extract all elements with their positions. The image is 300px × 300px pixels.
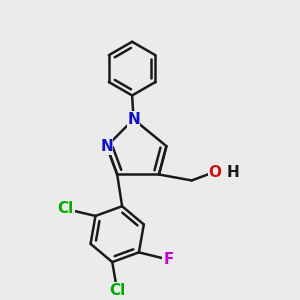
- Text: F: F: [163, 252, 174, 267]
- Text: N: N: [127, 112, 140, 127]
- Text: Cl: Cl: [109, 283, 125, 298]
- Text: N: N: [100, 139, 113, 154]
- FancyBboxPatch shape: [127, 110, 140, 128]
- FancyBboxPatch shape: [107, 282, 128, 300]
- FancyBboxPatch shape: [162, 251, 175, 268]
- Text: H: H: [227, 165, 240, 180]
- FancyBboxPatch shape: [100, 137, 113, 155]
- Text: Cl: Cl: [57, 201, 73, 216]
- FancyBboxPatch shape: [220, 164, 233, 181]
- FancyBboxPatch shape: [208, 164, 222, 181]
- FancyBboxPatch shape: [55, 200, 75, 218]
- Text: O: O: [208, 165, 221, 180]
